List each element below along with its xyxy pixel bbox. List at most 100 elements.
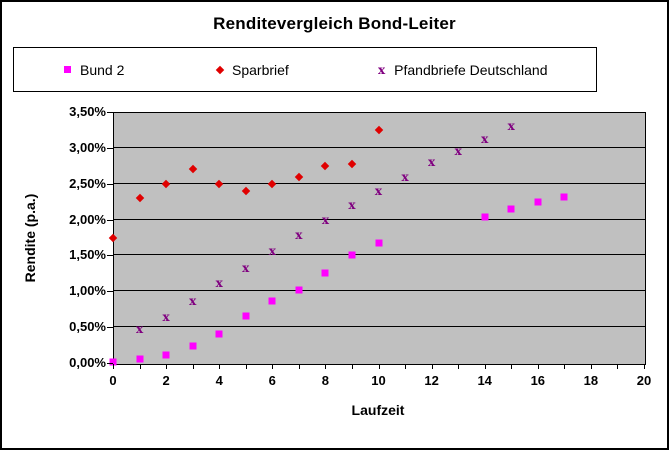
data-point-pfandbriefe-deutschland: x xyxy=(242,260,250,275)
x-axis-tick xyxy=(564,364,566,369)
x-axis-tick xyxy=(166,364,168,369)
data-point-bund-2 xyxy=(215,330,223,338)
gridline xyxy=(114,218,645,220)
x-axis-tick xyxy=(192,364,194,369)
square-marker-icon xyxy=(64,66,71,73)
y-tick-label: 0,50% xyxy=(69,319,106,335)
data-point-bund-2 xyxy=(481,213,489,221)
data-point-pfandbriefe-deutschland: x xyxy=(374,183,383,198)
x-tick-label: 14 xyxy=(477,373,492,388)
x-tick-label: 12 xyxy=(424,373,439,388)
x-tick-label: 8 xyxy=(321,373,329,388)
legend: Bund 2 Sparbrief x Pfandbriefe Deutschla… xyxy=(13,47,597,92)
data-point-bund-2 xyxy=(375,239,382,247)
data-point-pfandbriefe-deutschland: x xyxy=(215,276,223,291)
x-axis-tick xyxy=(219,364,221,369)
chart-title: Renditevergleich Bond-Leiter xyxy=(213,14,456,33)
x-axis-tick xyxy=(351,364,353,369)
x-marker-icon: x xyxy=(378,62,386,77)
data-point-sparbrief xyxy=(268,179,277,188)
gridline xyxy=(114,182,645,184)
data-point-bund-2 xyxy=(560,193,568,201)
x-axis-tick xyxy=(484,364,486,369)
diamond-marker-icon xyxy=(215,65,225,74)
data-point-bund-2 xyxy=(268,297,276,305)
y-axis-title: Rendite (p.a.) xyxy=(22,193,38,283)
y-axis-tick xyxy=(107,327,113,329)
data-point-bund-2 xyxy=(136,355,144,363)
data-point-bund-2 xyxy=(534,198,542,206)
x-axis-tick xyxy=(325,364,327,369)
data-point-sparbrief xyxy=(374,125,383,135)
x-tick-label: 20 xyxy=(636,373,652,388)
x-axis-tick xyxy=(511,364,513,369)
data-point-sparbrief xyxy=(188,165,197,174)
y-axis-tick xyxy=(107,255,113,257)
data-point-bund-2 xyxy=(507,205,515,213)
data-point-sparbrief xyxy=(347,160,357,169)
y-axis-tick xyxy=(107,291,113,293)
x-axis-tick xyxy=(378,364,380,369)
y-axis-tick xyxy=(107,112,113,113)
data-point-pfandbriefe-deutschland: x xyxy=(268,244,276,259)
x-axis-tick xyxy=(431,364,433,369)
x-axis-tick xyxy=(272,364,274,369)
data-point-pfandbriefe-deutschland: x xyxy=(507,119,515,134)
y-tick-label: 0,00% xyxy=(69,355,106,370)
data-point-sparbrief xyxy=(241,186,250,196)
data-point-pfandbriefe-deutschland: x xyxy=(295,228,303,243)
y-tick-label: 2,50% xyxy=(69,175,106,191)
data-point-pfandbriefe-deutschland: x xyxy=(135,322,144,337)
data-point-pfandbriefe-deutschland: x xyxy=(321,212,329,227)
gridline xyxy=(114,326,645,328)
x-axis-tick xyxy=(644,364,645,369)
gridline xyxy=(114,146,645,148)
x-tick-label: 2 xyxy=(162,373,170,388)
x-axis-tick xyxy=(617,364,619,369)
data-point-pfandbriefe-deutschland: x xyxy=(428,155,436,170)
data-point-bund-2 xyxy=(189,342,197,350)
gridline xyxy=(114,254,645,256)
data-point-sparbrief xyxy=(294,172,304,181)
y-tick-label: 2,00% xyxy=(69,211,106,227)
legend-label: Pfandbriefe Deutschland xyxy=(394,61,548,78)
data-point-sparbrief xyxy=(214,179,224,188)
y-axis-tick xyxy=(107,183,113,185)
x-tick-label: 4 xyxy=(215,373,223,388)
data-point-pfandbriefe-deutschland: x xyxy=(454,144,462,159)
y-tick-label: 1,00% xyxy=(69,283,106,299)
x-axis-tick xyxy=(537,364,539,369)
y-tick-label: 3,50% xyxy=(69,104,106,119)
legend-label: Sparbrief xyxy=(232,61,289,78)
data-point-pfandbriefe-deutschland: x xyxy=(162,310,170,325)
y-tick-label: 3,00% xyxy=(69,139,106,155)
x-tick-label: 6 xyxy=(268,373,276,388)
plot-area: x x x x x x x x x x x x x x x xyxy=(108,112,646,366)
x-tick-label: 16 xyxy=(530,373,546,388)
legend-item-sparbrief: Sparbrief xyxy=(215,61,289,78)
legend-item-bund2: Bund 2 xyxy=(64,62,124,78)
data-point-pfandbriefe-deutschland: x xyxy=(481,132,489,147)
data-point-sparbrief xyxy=(321,161,330,171)
data-point-sparbrief xyxy=(135,193,144,203)
data-point-bund-2 xyxy=(348,251,356,259)
x-axis-tick xyxy=(298,364,300,369)
x-axis-tick xyxy=(590,364,592,369)
y-axis-tick xyxy=(107,147,113,149)
x-axis-tick xyxy=(458,364,460,369)
y-axis-tick xyxy=(107,363,113,364)
gridline xyxy=(114,290,645,292)
data-point-bund-2 xyxy=(321,269,329,277)
data-point-bund-2 xyxy=(295,286,303,294)
data-point-sparbrief xyxy=(108,233,118,242)
data-point-bund-2 xyxy=(109,358,117,366)
x-axis-tick xyxy=(113,364,114,369)
x-tick-label: 18 xyxy=(583,373,599,388)
x-tick-label: 0 xyxy=(109,373,117,388)
data-point-pfandbriefe-deutschland: x xyxy=(401,169,409,184)
x-axis-title: Laufzeit xyxy=(351,402,405,418)
x-axis-tick xyxy=(405,364,407,369)
x-axis-tick xyxy=(245,364,247,369)
data-point-sparbrief xyxy=(161,179,171,188)
